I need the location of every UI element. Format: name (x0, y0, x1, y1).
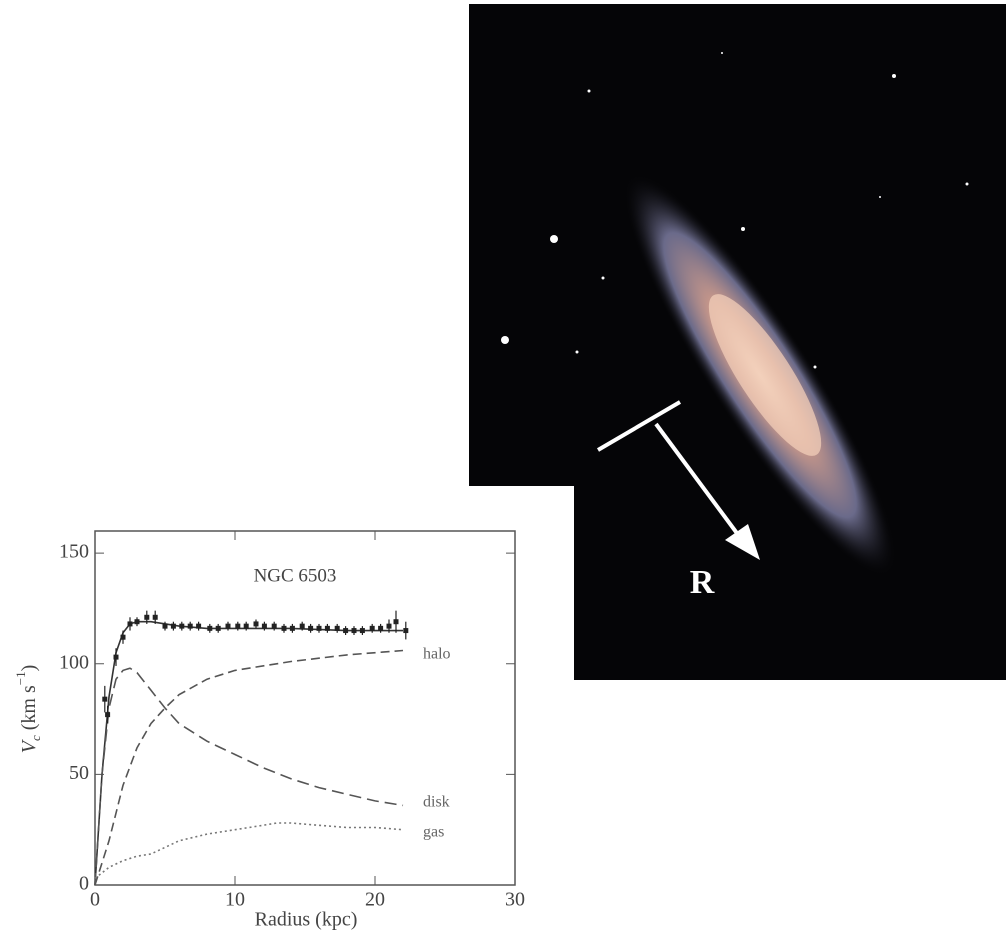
y-label-part: −1 (13, 671, 28, 685)
x-tick-label: 10 (225, 889, 245, 911)
figure: R NGC 6503 Radius (kpc) Vc (km s−1) halo… (0, 0, 1006, 936)
data-point (335, 626, 340, 631)
data-point (102, 697, 107, 702)
data-point (121, 635, 126, 640)
data-point (163, 624, 168, 629)
data-point (300, 624, 305, 629)
galaxy-photo: R (469, 4, 1006, 680)
data-point (387, 624, 392, 629)
data-point (135, 619, 140, 624)
data-point (290, 626, 295, 631)
chart-title: NGC 6503 (254, 565, 337, 586)
data-point (128, 621, 133, 626)
data-point (216, 626, 221, 631)
data-point (378, 626, 383, 631)
data-point (179, 624, 184, 629)
x-tick-label: 20 (365, 889, 385, 911)
y-tick-label: 50 (69, 762, 89, 784)
data-point (317, 626, 322, 631)
curve (95, 668, 403, 885)
y-tick-label: 100 (59, 651, 89, 673)
data-point (325, 626, 330, 631)
data-point (254, 621, 259, 626)
series-label: halo (423, 646, 451, 663)
y-tick-label: 150 (59, 541, 89, 563)
y-axis-label: Vc (km s−1) (13, 665, 43, 754)
x-tick-label: 30 (505, 889, 525, 911)
data-point (394, 619, 399, 624)
data-point (226, 624, 231, 629)
data-point (171, 624, 176, 629)
photo-label: R (690, 564, 715, 601)
chart: NGC 6503 Radius (kpc) Vc (km s−1) halo d… (13, 531, 525, 931)
data-point (352, 628, 357, 633)
data-point (403, 628, 408, 633)
data-point (282, 626, 287, 631)
data-point (144, 615, 149, 620)
data-point (235, 624, 240, 629)
data-point (188, 624, 193, 629)
data-point (196, 624, 201, 629)
series-label: gas (423, 824, 444, 841)
data-point (343, 628, 348, 633)
data-point (114, 655, 119, 660)
data-point (153, 615, 158, 620)
x-tick-label: 0 (90, 889, 100, 911)
data-point (244, 624, 249, 629)
curve (95, 622, 403, 885)
y-label-part: (km s (18, 685, 40, 735)
y-label-part: ) (18, 665, 40, 672)
curve (95, 823, 403, 878)
data-point (272, 624, 277, 629)
y-tick-label: 0 (79, 873, 89, 895)
data-point (105, 712, 110, 717)
data-point (262, 624, 267, 629)
data-point (370, 626, 375, 631)
data-point (207, 626, 212, 631)
x-axis-label: Radius (kpc) (255, 909, 358, 931)
data-point (360, 628, 365, 633)
series-label: disk (423, 794, 450, 811)
data-point (308, 626, 313, 631)
curve (95, 651, 403, 886)
